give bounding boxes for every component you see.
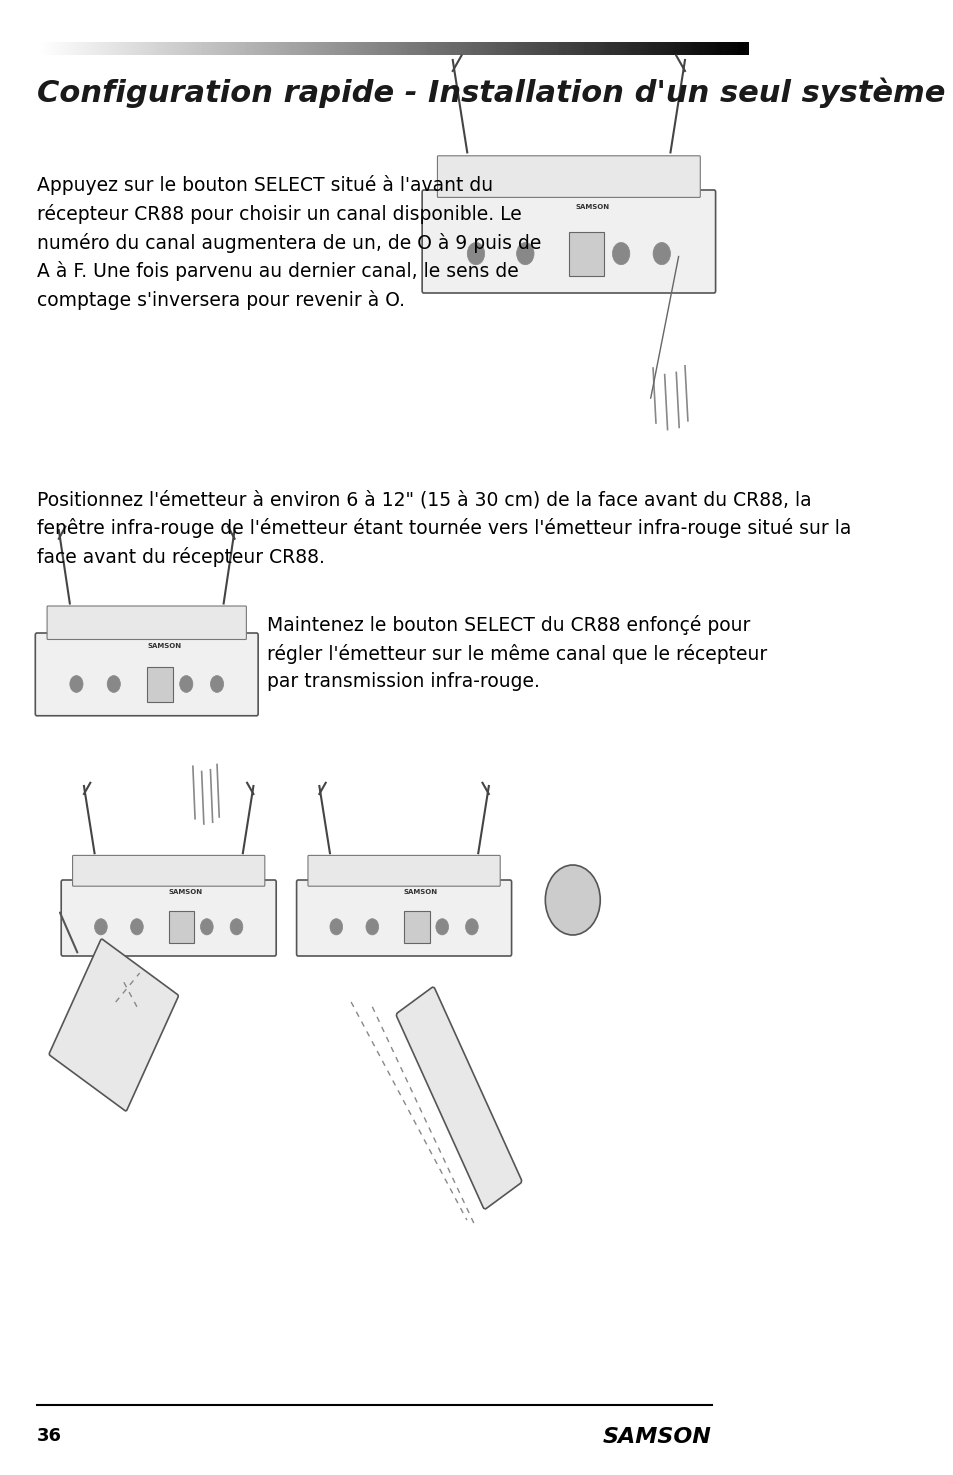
FancyBboxPatch shape <box>47 606 246 640</box>
Circle shape <box>545 864 599 935</box>
Text: Maintenez le bouton SELECT du CR88 enfonçé pour
régler l'émetteur sur le même ca: Maintenez le bouton SELECT du CR88 enfon… <box>267 615 766 692</box>
Circle shape <box>200 919 213 935</box>
Bar <box>147 667 172 702</box>
Circle shape <box>70 676 83 692</box>
FancyBboxPatch shape <box>421 190 715 294</box>
Circle shape <box>653 242 670 264</box>
Circle shape <box>330 919 342 935</box>
Circle shape <box>179 676 193 692</box>
FancyBboxPatch shape <box>35 633 258 715</box>
Bar <box>169 910 193 943</box>
Circle shape <box>94 919 107 935</box>
Text: SAMSON: SAMSON <box>575 204 609 209</box>
FancyBboxPatch shape <box>72 855 265 886</box>
FancyBboxPatch shape <box>308 855 499 886</box>
Circle shape <box>436 919 448 935</box>
Text: SAMSON: SAMSON <box>602 1426 711 1447</box>
Text: Configuration rapide - Installation d'un seul système: Configuration rapide - Installation d'un… <box>37 78 944 109</box>
Circle shape <box>612 242 629 264</box>
FancyBboxPatch shape <box>50 940 178 1111</box>
Circle shape <box>467 242 484 264</box>
FancyBboxPatch shape <box>396 987 521 1210</box>
FancyBboxPatch shape <box>437 156 700 198</box>
Text: 36: 36 <box>37 1426 62 1446</box>
Text: Appuyez sur le bouton SELECT situé à l'avant du
récepteur CR88 pour choisir un c: Appuyez sur le bouton SELECT situé à l'a… <box>37 176 540 310</box>
Text: SAMSON: SAMSON <box>403 889 437 895</box>
FancyBboxPatch shape <box>296 881 511 956</box>
Bar <box>404 910 429 943</box>
FancyBboxPatch shape <box>61 881 276 956</box>
Circle shape <box>107 676 120 692</box>
Text: SAMSON: SAMSON <box>169 889 202 895</box>
Circle shape <box>517 242 534 264</box>
Text: Positionnez l'émetteur à environ 6 à 12" (15 à 30 cm) de la face avant du CR88, : Positionnez l'émetteur à environ 6 à 12"… <box>37 490 850 566</box>
Circle shape <box>211 676 223 692</box>
Text: SAMSON: SAMSON <box>147 643 181 649</box>
Circle shape <box>366 919 378 935</box>
Circle shape <box>131 919 143 935</box>
Bar <box>568 232 603 276</box>
Circle shape <box>230 919 243 935</box>
Circle shape <box>465 919 477 935</box>
